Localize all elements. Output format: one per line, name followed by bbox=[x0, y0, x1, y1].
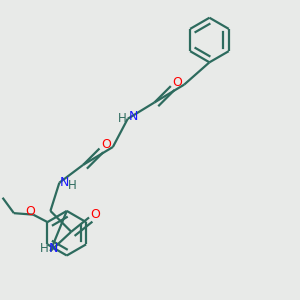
Text: N: N bbox=[128, 110, 138, 123]
Text: H: H bbox=[118, 112, 127, 125]
Text: N: N bbox=[49, 242, 58, 255]
Text: H: H bbox=[40, 242, 48, 255]
Text: O: O bbox=[91, 208, 100, 221]
Text: O: O bbox=[25, 205, 35, 218]
Text: O: O bbox=[101, 138, 111, 152]
Text: N: N bbox=[60, 176, 69, 189]
Text: H: H bbox=[68, 178, 76, 192]
Text: O: O bbox=[172, 76, 182, 89]
